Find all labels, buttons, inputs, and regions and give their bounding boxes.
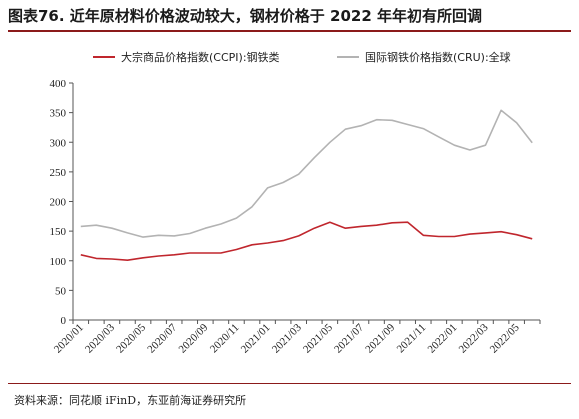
x-tick-label: 2021/05 bbox=[301, 321, 335, 355]
y-tick-label: 50 bbox=[55, 285, 67, 297]
x-tick-label: 2021/09 bbox=[363, 321, 397, 355]
legend: 大宗商品价格指数(CCPI):钢铁类 国际钢铁价格指数(CRU):全球 bbox=[93, 50, 511, 64]
x-tick-label: 2022/03 bbox=[457, 321, 491, 355]
x-tick-label: 2020/03 bbox=[83, 321, 117, 355]
y-tick-label: 400 bbox=[50, 78, 67, 90]
y-tick-label: 200 bbox=[50, 197, 67, 209]
y-tick-label: 0 bbox=[61, 315, 67, 327]
x-tick-label: 2020/09 bbox=[176, 321, 210, 355]
series-layer bbox=[80, 109, 533, 262]
y-tick-label: 150 bbox=[50, 226, 67, 238]
x-tick-label: 2020/07 bbox=[145, 321, 179, 355]
x-tick-label: 2021/01 bbox=[239, 322, 273, 356]
x-axis: 2020/012020/032020/052020/072020/092020/… bbox=[52, 319, 541, 356]
x-tick-label: 2020/01 bbox=[52, 322, 86, 356]
y-tick-label: 250 bbox=[50, 167, 67, 179]
y-tick-label: 350 bbox=[50, 108, 67, 120]
x-tick-label: 2020/05 bbox=[114, 321, 148, 355]
series-line-1 bbox=[80, 221, 533, 262]
x-tick-label: 2021/03 bbox=[270, 321, 304, 355]
x-tick-label: 2021/07 bbox=[332, 321, 366, 355]
line-chart: 大宗商品价格指数(CCPI):钢铁类 国际钢铁价格指数(CRU):全球 0 50 10… bbox=[50, 50, 541, 356]
x-tick-label: 2021/11 bbox=[395, 322, 429, 356]
y-axis: 0 50 100 150 200 250 300 350 400 bbox=[50, 78, 74, 327]
x-tick-label: 2022/01 bbox=[426, 322, 460, 356]
title-divider bbox=[8, 30, 571, 32]
source-note: 资料来源：同花顺 iFinD，东亚前海证券研究所 bbox=[14, 394, 247, 407]
legend-label-1: 大宗商品价格指数(CCPI):钢铁类 bbox=[121, 50, 280, 64]
legend-label-2: 国际钢铁价格指数(CRU):全球 bbox=[365, 50, 511, 64]
figure-title: 图表76. 近年原材料价格波动较大，钢材价格于 2022 年年初有所回调 bbox=[8, 7, 482, 25]
source-divider bbox=[8, 383, 571, 384]
y-tick-label: 100 bbox=[50, 256, 67, 268]
series-line-2 bbox=[80, 109, 533, 238]
y-tick-label: 300 bbox=[50, 137, 67, 149]
x-tick-label: 2020/11 bbox=[208, 322, 242, 356]
x-tick-label: 2022/05 bbox=[488, 321, 522, 355]
